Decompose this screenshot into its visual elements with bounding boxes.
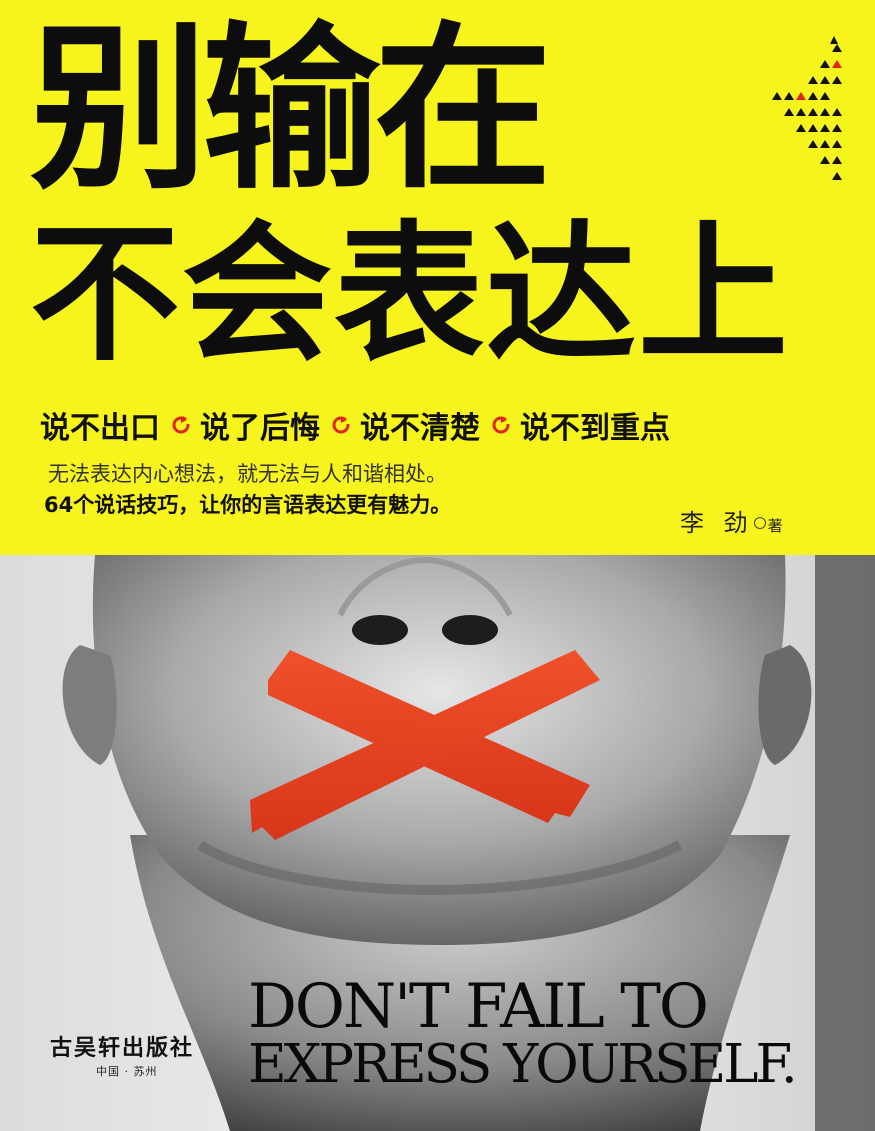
triangle-mark — [820, 60, 830, 68]
triangle-mark — [808, 108, 818, 116]
tag-row: 说不出口 说了后悔 说不清楚 说不到重点 — [40, 403, 670, 447]
circular-arrow-icon — [332, 416, 350, 434]
triangle-mark — [820, 108, 830, 116]
tag-item: 说不出口 — [40, 411, 160, 446]
triangle-mark — [796, 108, 806, 116]
triangle-mark — [796, 92, 806, 100]
triangle-mark — [832, 44, 842, 52]
circle-mark-icon — [753, 517, 766, 529]
triangle-mark — [832, 60, 842, 68]
yellow-header-band: 别输在 不会表达上 说不出口 说了后悔 说不清楚 — [0, 0, 875, 555]
triangle-mark — [784, 108, 794, 116]
tag-item: 说不到重点 — [520, 411, 670, 446]
triangle-mark — [820, 92, 830, 100]
description-line-2: 64个说话技巧，让你的言语表达更有魅力。 — [44, 493, 452, 517]
author-credit: 李 劲著 — [680, 503, 783, 538]
cover-photo — [0, 555, 875, 1131]
english-title-line-1: DON'T FAIL TO — [248, 971, 709, 1042]
triangle-mark — [820, 124, 830, 132]
description-line-1: 无法表达内心想法，就无法与人和谐相处。 — [48, 462, 447, 486]
triangle-mark — [796, 124, 806, 132]
author-name: 李 劲 — [680, 509, 754, 537]
title-line-1: 别输在 — [30, 6, 552, 213]
tape-x-icon — [250, 650, 600, 840]
triangle-mark — [820, 140, 830, 148]
triangle-mark — [832, 124, 842, 132]
face-illustration — [0, 555, 875, 1131]
title-line-2: 不会表达上 — [30, 208, 791, 382]
triangle-mark — [808, 124, 818, 132]
triangle-mark — [808, 76, 818, 84]
triangle-mark — [808, 92, 818, 100]
author-role: 著 — [767, 517, 783, 535]
triangle-mark — [808, 140, 818, 148]
circular-arrow-icon — [492, 416, 510, 434]
tag-item: 说了后悔 — [200, 411, 320, 446]
triangle-mark — [832, 140, 842, 148]
triangle-mark — [772, 92, 782, 100]
triangle-mark — [784, 92, 794, 100]
triangle-pattern-decoration — [772, 36, 842, 180]
triangle-mark — [820, 156, 830, 164]
publisher-name: 古吴轩出版社 — [50, 1035, 195, 1061]
triangle-mark — [820, 76, 830, 84]
publisher-location: 中国 · 苏州 — [96, 1065, 158, 1078]
tag-item: 说不清楚 — [360, 411, 480, 446]
english-title-line-2: EXPRESS YOURSELF. — [248, 1034, 798, 1095]
triangle-mark — [832, 172, 842, 180]
triangle-mark — [832, 108, 842, 116]
circular-arrow-icon — [172, 416, 190, 434]
triangle-mark — [832, 156, 842, 164]
triangle-mark — [832, 76, 842, 84]
